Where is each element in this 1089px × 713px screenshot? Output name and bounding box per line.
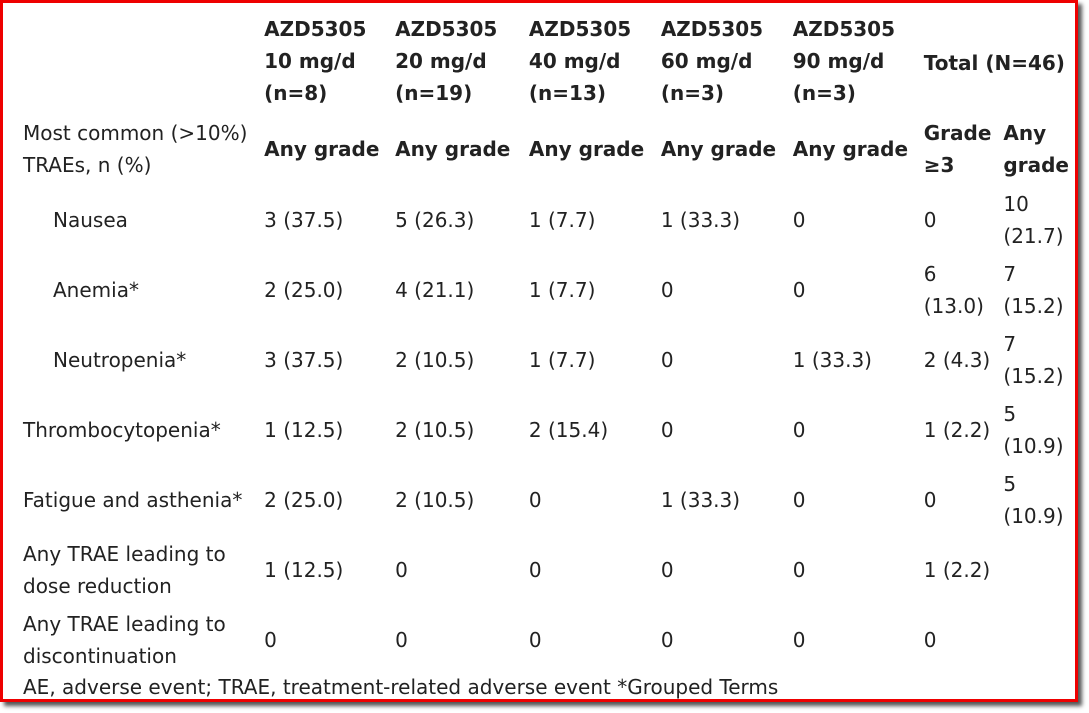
row-label-header: Most common (>10%) TRAEs, n (%)	[23, 121, 248, 177]
row-label: Nausea	[53, 208, 128, 232]
cell: 0	[528, 628, 542, 652]
cell: 5 (10.9)	[1003, 472, 1064, 528]
cell: 4 (21.1)	[395, 278, 475, 302]
page: AZD5305 10 mg/d (n=8) AZD5305 20 mg/d (n=…	[0, 0, 1078, 702]
cell: 6 (13.0)	[923, 262, 984, 318]
cell: 0	[660, 418, 674, 442]
cell: 0	[660, 278, 674, 302]
cell: 1 (33.3)	[660, 208, 741, 232]
row-label: Thrombocytopenia*	[23, 418, 221, 442]
cell: 2 (25.0)	[264, 488, 344, 512]
table-row: Any TRAE leading to dose reduction 1 (12.…	[17, 535, 1075, 605]
cell: 2 (10.5)	[395, 418, 475, 442]
column-header: AZD5305 10 mg/d (n=8)	[264, 17, 367, 105]
column-header: AZD5305 90 mg/d (n=3)	[792, 17, 895, 105]
cell: 0	[395, 628, 408, 652]
table-row: Anemia* 2 (25.0) 4 (21.1) 1 (7.7) 0 0 6 (13.0)…	[17, 255, 1075, 325]
cell: 0	[528, 558, 542, 582]
cell: 0	[923, 208, 937, 232]
row-label: Any TRAE leading to discontinuation	[23, 612, 226, 668]
cell: 10 (21.7)	[1003, 192, 1064, 248]
row-label: Neutropenia*	[53, 348, 187, 372]
cell: 1 (33.3)	[792, 348, 872, 372]
blank	[17, 11, 258, 113]
cell: 0	[792, 208, 806, 232]
cell: 7 (15.2)	[1003, 262, 1064, 318]
cell: 0	[792, 558, 806, 582]
cell: 3 (37.5)	[264, 348, 344, 372]
table-row: Neutropenia* 3 (37.5) 2 (10.5) 1 (7.7) 0 1 (3…	[17, 325, 1075, 395]
column-header: AZD5305 40 mg/d (n=13)	[528, 17, 632, 105]
cell: 1 (12.5)	[264, 558, 344, 582]
table-row: Thrombocytopenia* 1 (12.5) 2 (10.5) 2 (15.4…	[17, 395, 1075, 465]
cell: 1 (2.2)	[923, 558, 991, 582]
footnote: AE, adverse event; TRAE, treatment-relat…	[23, 675, 779, 699]
table-row: Fatigue and asthenia* 2 (25.0) 2 (10.5) 0 1 …	[17, 465, 1075, 535]
column-header: AZD5305 60 mg/d (n=3)	[660, 17, 764, 105]
cell: 0	[923, 488, 937, 512]
cell: 1 (7.7)	[528, 348, 596, 372]
subheader: Any grade	[792, 137, 909, 161]
row-label: Anemia*	[53, 278, 139, 302]
subheader: Any grade	[660, 137, 777, 161]
cell: 3 (37.5)	[264, 208, 344, 232]
cell: 1 (2.2)	[923, 418, 991, 442]
table: AZD5305 10 mg/d (n=8) AZD5305 20 mg/d (n=…	[17, 11, 1075, 675]
cell: 0	[792, 628, 806, 652]
cell: 0	[264, 628, 277, 652]
subheader: Any grade	[264, 137, 380, 161]
cell: 2 (4.3)	[923, 348, 991, 372]
subheader: Any grade	[1003, 121, 1069, 177]
cell: 2 (15.4)	[528, 418, 609, 442]
cell: 0	[792, 278, 806, 302]
cell: 1 (12.5)	[264, 418, 344, 442]
cell: 0	[660, 628, 674, 652]
column-header: Total (N=46)	[923, 51, 1065, 75]
column-header: AZD5305 20 mg/d (n=19)	[395, 17, 498, 105]
cell: 2 (10.5)	[395, 488, 475, 512]
cell: 1 (33.3)	[660, 488, 741, 512]
cell: 5 (10.9)	[1003, 402, 1064, 458]
cell: 5 (26.3)	[395, 208, 475, 232]
row-label: Any TRAE leading to dose reduction	[23, 542, 226, 598]
table-row: Any TRAE leading to discontinuation 0 0 0 0 0…	[17, 605, 1075, 675]
cell: 0	[660, 558, 674, 582]
subheader: Any grade	[395, 137, 511, 161]
subheader: Any grade	[528, 137, 645, 161]
cell: 0	[792, 418, 806, 442]
cell: 0	[395, 558, 408, 582]
cell: 0	[792, 488, 806, 512]
cell: 0	[660, 348, 674, 372]
cell: 0	[528, 488, 542, 512]
table-row: Nausea 3 (37.5) 5 (26.3) 1 (7.7) 1 (33.3) 0 0 1…	[17, 185, 1075, 255]
cell: 7 (15.2)	[1003, 332, 1064, 388]
cell: 2 (25.0)	[264, 278, 344, 302]
subheader: Grade ≥3	[923, 121, 992, 177]
cell: 1 (7.7)	[528, 278, 596, 302]
cell: 2 (10.5)	[395, 348, 475, 372]
cell: 0	[923, 628, 937, 652]
row-label: Fatigue and asthenia*	[23, 488, 243, 512]
cell: 1 (7.7)	[528, 208, 596, 232]
